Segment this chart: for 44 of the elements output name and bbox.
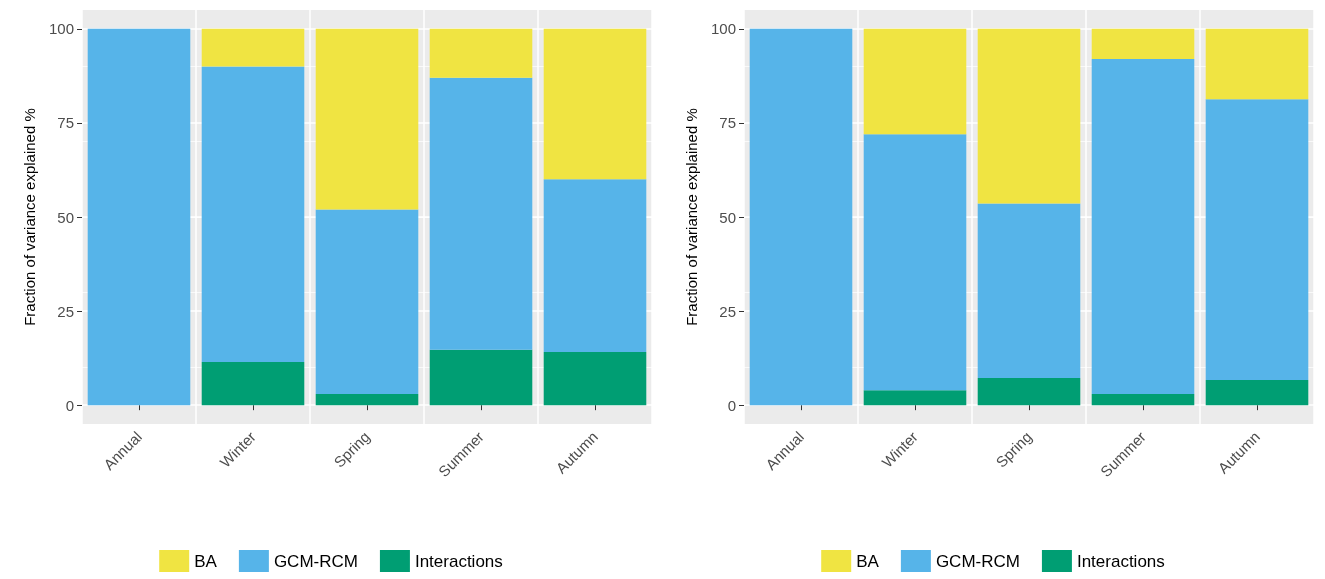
bar <box>1091 28 1195 59</box>
legend-label: Interactions <box>1076 551 1165 571</box>
y-tick-label: 100 <box>48 20 74 38</box>
legend-label: Interactions <box>414 551 503 571</box>
bar <box>315 28 419 210</box>
bar <box>1205 99 1309 380</box>
bar <box>1091 58 1195 394</box>
bar <box>863 28 967 135</box>
y-tick-label: 75 <box>719 114 736 132</box>
y-tick-label: 0 <box>65 396 74 414</box>
y-axis-title: Fraction of variance explained % <box>21 108 38 326</box>
legend-label: BA <box>194 551 218 571</box>
y-tick-label: 75 <box>57 114 74 132</box>
bar <box>87 28 191 406</box>
y-tick-label: 50 <box>57 208 74 226</box>
legend-label: GCM-RCM <box>935 551 1020 571</box>
y-axis-title: Fraction of variance explained % <box>683 108 700 326</box>
bar <box>429 77 533 350</box>
bar <box>201 361 305 406</box>
bar <box>429 28 533 78</box>
legend-label: GCM-RCM <box>273 551 358 571</box>
bar <box>1205 28 1309 100</box>
bar <box>863 390 967 406</box>
y-tick-label: 25 <box>719 302 736 320</box>
bar <box>977 203 1081 379</box>
bar <box>543 28 647 180</box>
bar <box>201 28 305 67</box>
y-tick-label: 50 <box>719 208 736 226</box>
bar <box>543 352 647 406</box>
bar <box>201 66 305 362</box>
legend-label: BA <box>856 551 880 571</box>
bar <box>429 349 533 406</box>
bar <box>1091 393 1195 406</box>
bar <box>749 28 853 406</box>
bar <box>1205 379 1309 406</box>
bar <box>863 134 967 391</box>
y-tick-label: 0 <box>727 396 736 414</box>
y-tick-label: 100 <box>710 20 736 38</box>
bar <box>977 28 1081 204</box>
y-tick-label: 25 <box>57 302 74 320</box>
bar <box>315 393 419 406</box>
bar <box>315 209 419 394</box>
bar <box>543 179 647 353</box>
bar <box>977 378 1081 406</box>
